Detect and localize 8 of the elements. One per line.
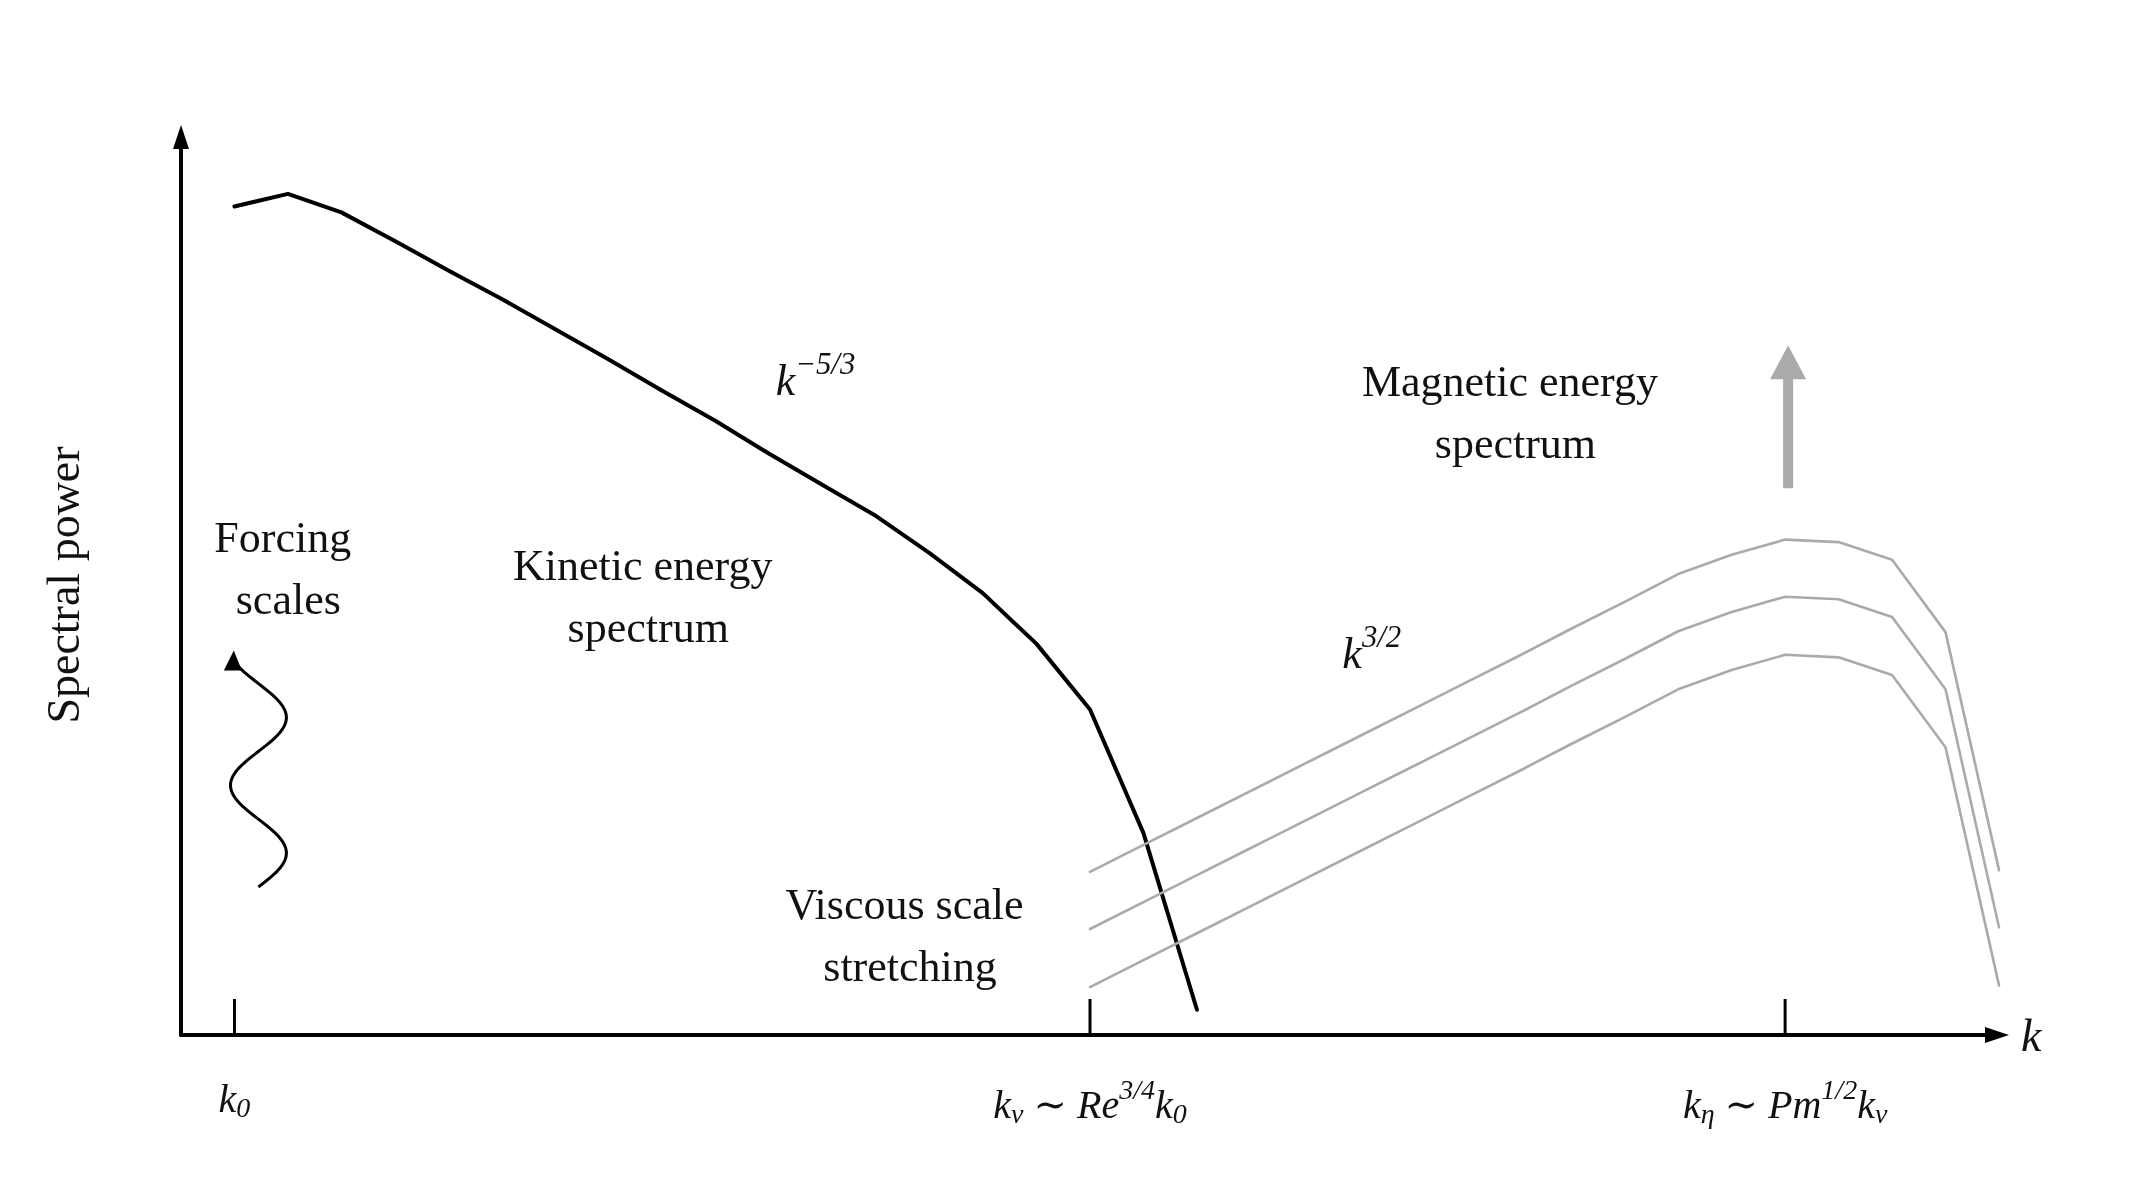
annotation: Forcing scales bbox=[214, 512, 363, 624]
text: −5/3 bbox=[795, 347, 856, 382]
x-axis-title: k bbox=[775, 356, 797, 406]
annotation: Magnetic energy spectrum bbox=[1361, 357, 1669, 469]
annotation: Viscous scale stretching bbox=[785, 880, 1035, 992]
y-axis-title: Spectral power bbox=[37, 446, 89, 724]
annotation: Kinetic energy spectrum bbox=[513, 541, 784, 653]
text: k bbox=[2021, 1009, 2042, 1061]
